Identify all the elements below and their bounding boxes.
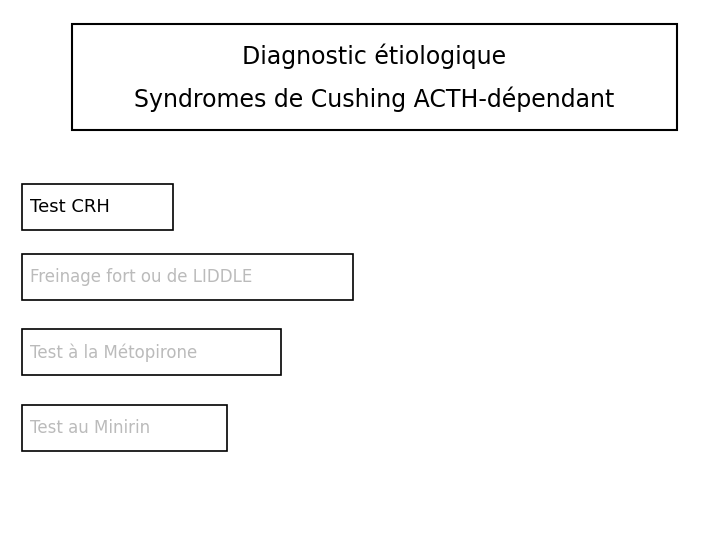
- FancyBboxPatch shape: [22, 184, 173, 230]
- Text: Syndromes de Cushing ACTH-dépendant: Syndromes de Cushing ACTH-dépendant: [134, 87, 615, 112]
- Text: Diagnostic étiologique: Diagnostic étiologique: [243, 44, 506, 69]
- Text: Freinage fort ou de LIDDLE: Freinage fort ou de LIDDLE: [30, 268, 253, 286]
- FancyBboxPatch shape: [22, 405, 227, 451]
- FancyBboxPatch shape: [22, 254, 353, 300]
- FancyBboxPatch shape: [72, 24, 677, 130]
- FancyBboxPatch shape: [22, 329, 281, 375]
- Text: Test au Minirin: Test au Minirin: [30, 419, 150, 437]
- Text: Test à la Métopirone: Test à la Métopirone: [30, 343, 197, 362]
- Text: Test CRH: Test CRH: [30, 198, 110, 215]
